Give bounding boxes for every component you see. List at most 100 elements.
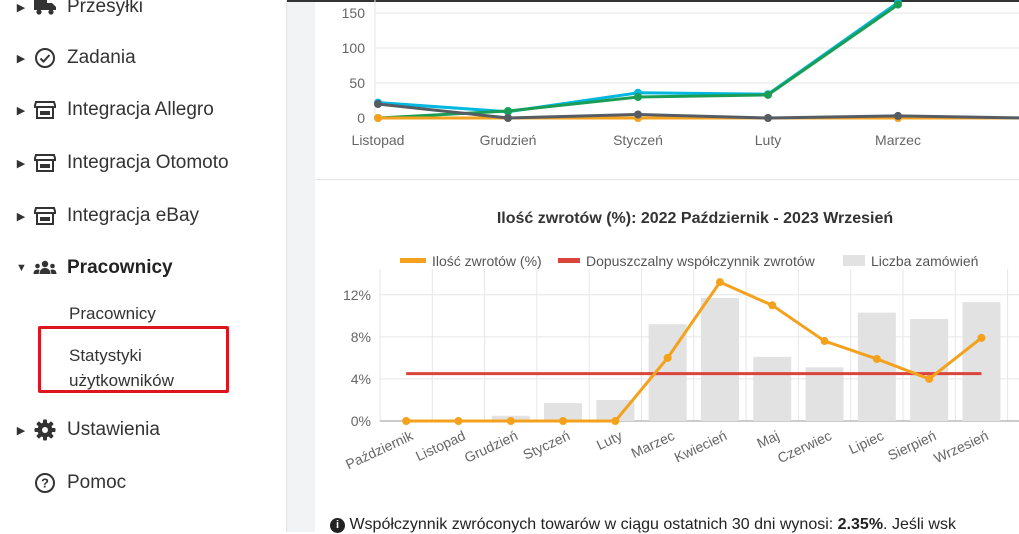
y-tick-label: 8% bbox=[351, 329, 371, 345]
info-text: Współczynnik zwróconych towarów w ciągu … bbox=[349, 516, 838, 533]
top-border bbox=[287, 0, 1019, 2]
returns-point bbox=[768, 301, 777, 310]
sidebar-item-integracja-ebay[interactable]: ▶ Integracja eBay bbox=[0, 196, 286, 236]
chevron-right-icon: ▶ bbox=[16, 1, 26, 14]
x-tick-label: Styczeń bbox=[520, 427, 572, 463]
truck-icon bbox=[33, 0, 57, 19]
returns-point bbox=[559, 417, 568, 425]
returns-point bbox=[454, 417, 463, 425]
sidebar-item-integracja-allegro[interactable]: ▶ Integracja Allegro bbox=[0, 90, 286, 130]
sidebar-item-label: Pracownicy bbox=[67, 257, 173, 278]
sidebar-item-przesylki[interactable]: ▶ Przesyłki bbox=[0, 0, 286, 27]
legend-label: Ilość zwrotów (%) bbox=[432, 253, 542, 269]
x-tick-label: Luty bbox=[755, 132, 781, 148]
bar bbox=[596, 399, 635, 421]
x-tick-label: Listopad bbox=[352, 132, 405, 148]
x-tick-label: Czerwiec bbox=[775, 427, 834, 466]
question-circle-icon: ? bbox=[33, 471, 57, 495]
chevron-right-icon: ▶ bbox=[16, 157, 26, 170]
x-tick-label: Październik bbox=[343, 427, 416, 473]
x-tick-label: Grudzień bbox=[462, 427, 520, 466]
y-tick-label: 12% bbox=[343, 287, 371, 303]
series-point bbox=[374, 100, 382, 108]
x-tick-label: Wrzesień bbox=[931, 427, 990, 466]
store-icon bbox=[33, 204, 57, 228]
svg-text:?: ? bbox=[41, 476, 49, 491]
sidebar-subitem-pracownicy[interactable]: Pracownicy bbox=[69, 304, 156, 323]
gear-icon bbox=[33, 418, 57, 442]
returns-point bbox=[872, 354, 881, 363]
legend-label: Liczba zamówień bbox=[871, 253, 978, 269]
sidebar-item-label: Integracja Allegro bbox=[67, 99, 214, 120]
bar bbox=[700, 297, 739, 421]
series-point bbox=[504, 107, 512, 115]
info-value: 2.35% bbox=[837, 516, 884, 533]
orders-line-chart: 150 100 50 0 Listopad Grudzień Styczeń Luty Marz… bbox=[342, 0, 1019, 148]
series-point bbox=[894, 111, 902, 120]
sidebar-item-label: Ustawienia bbox=[67, 419, 160, 440]
returns-point bbox=[925, 374, 934, 383]
sidebar-item-pomoc[interactable]: ? Pomoc bbox=[0, 463, 286, 503]
returns-point bbox=[820, 337, 829, 346]
sidebar-item-zadania[interactable]: ▶ Zadania bbox=[0, 38, 286, 78]
returns-line bbox=[406, 280, 983, 423]
y-tick-label: 150 bbox=[342, 5, 366, 21]
bar bbox=[544, 403, 583, 421]
sidebar-item-label: Przesyłki bbox=[67, 0, 144, 17]
bar bbox=[962, 302, 1001, 421]
returns-point bbox=[506, 417, 515, 425]
sidebar: ▶ Przesyłki ▶ Zadania ▶ Integracja Alleg… bbox=[0, 0, 287, 532]
y-tick-label: 0% bbox=[351, 413, 371, 429]
returns-point bbox=[715, 278, 724, 287]
series-point bbox=[894, 0, 902, 9]
chart-separator bbox=[315, 179, 1019, 180]
sidebar-item-label: Integracja Otomoto bbox=[67, 152, 229, 173]
returns-chart: Ilość zwrotów (%): 2022 Październik - 20… bbox=[343, 210, 1019, 473]
info-text-after: . Jeśli wsk bbox=[883, 516, 956, 533]
y-tick-label: 0 bbox=[357, 110, 365, 126]
x-tick-label: Sierpień bbox=[885, 427, 938, 463]
store-icon bbox=[33, 151, 57, 175]
legend-label: Dopuszczalny współczynnik zwrotów bbox=[586, 253, 816, 269]
chevron-right-icon: ▶ bbox=[16, 52, 26, 65]
legend-swatch bbox=[400, 258, 426, 263]
chevron-down-icon: ▼ bbox=[16, 262, 27, 274]
content-gutter bbox=[287, 0, 315, 532]
x-tick-label: Maj bbox=[754, 427, 781, 451]
returns-point bbox=[402, 417, 411, 425]
chart-title: Ilość zwrotów (%): 2022 Październik - 20… bbox=[497, 210, 893, 227]
returns-point bbox=[611, 417, 620, 425]
info-circle-icon: i bbox=[330, 518, 345, 533]
series-point bbox=[764, 114, 772, 122]
users-icon bbox=[33, 256, 57, 280]
main-content: 150 100 50 0 Listopad Grudzień Styczeń Luty Marz… bbox=[315, 0, 1019, 532]
bar bbox=[805, 367, 844, 421]
x-tick-label: Kwiecień bbox=[672, 427, 730, 465]
x-tick-label: Styczeń bbox=[613, 132, 663, 148]
series-line bbox=[377, 102, 1019, 120]
sidebar-subitem-statystyki-uzytkownikow[interactable]: Statystyki użytkowników bbox=[69, 346, 174, 390]
sidebar-item-pracownicy[interactable]: ▼ Pracownicy bbox=[0, 248, 286, 288]
series-point bbox=[634, 110, 642, 119]
x-tick-label: Grudzień bbox=[480, 132, 537, 148]
sidebar-item-integracja-otomoto[interactable]: ▶ Integracja Otomoto bbox=[0, 143, 286, 183]
sidebar-item-ustawienia[interactable]: ▶ Ustawienia bbox=[0, 410, 286, 450]
sidebar-item-label: Integracja eBay bbox=[67, 205, 200, 226]
chevron-right-icon: ▶ bbox=[16, 210, 26, 223]
y-tick-label: 50 bbox=[349, 75, 365, 91]
x-tick-label: Listopad bbox=[413, 427, 468, 464]
legend-swatch bbox=[843, 255, 865, 266]
series-point bbox=[764, 90, 772, 99]
highlight-annotation bbox=[38, 326, 229, 393]
y-tick-label: 100 bbox=[342, 40, 366, 56]
series-point bbox=[504, 114, 512, 122]
x-tick-label: Luty bbox=[594, 427, 625, 453]
legend-swatch bbox=[558, 258, 580, 263]
y-tick-label: 4% bbox=[351, 371, 371, 387]
returns-info: i Współczynnik zwróconych towarów w ciąg… bbox=[330, 516, 956, 534]
x-tick-label: Marzec bbox=[875, 132, 921, 148]
chevron-right-icon: ▶ bbox=[16, 104, 26, 117]
store-icon bbox=[33, 98, 57, 122]
sidebar-item-label: Pomoc bbox=[67, 472, 127, 493]
x-tick-label: Marzec bbox=[629, 427, 677, 461]
